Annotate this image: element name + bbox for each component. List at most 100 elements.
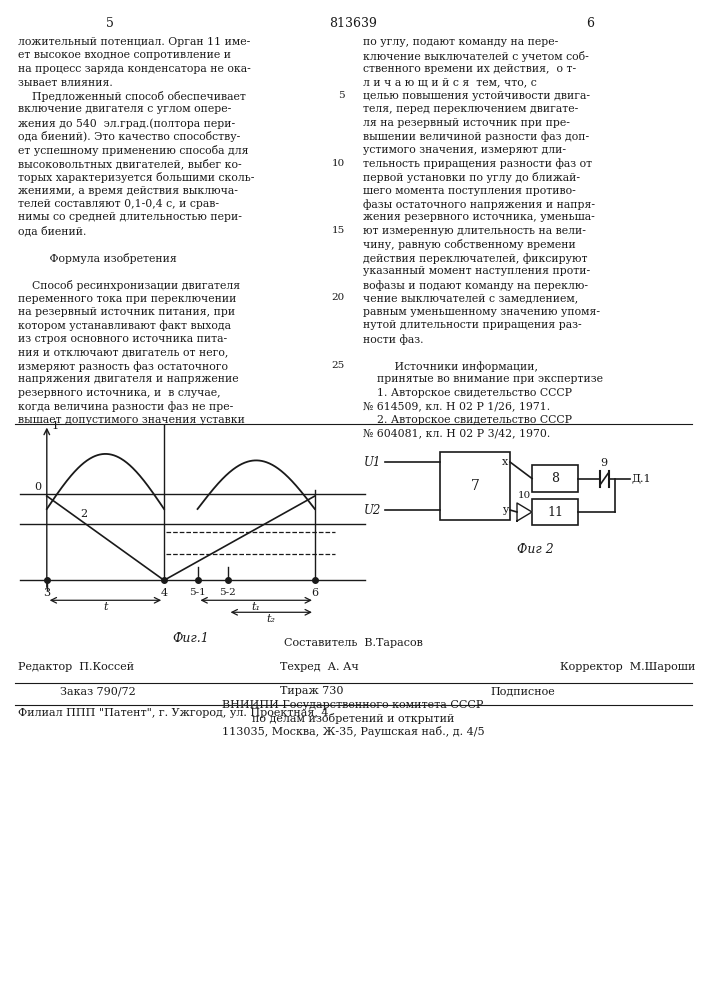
Text: торых характеризуется большими сколь-: торых характеризуется большими сколь-: [18, 172, 255, 183]
Text: 4: 4: [160, 588, 168, 598]
Text: шего момента поступления противо-: шего момента поступления противо-: [363, 186, 575, 196]
Text: вышении величиной разности фаз доп-: вышении величиной разности фаз доп-: [363, 131, 589, 142]
Text: Филиал ППП "Патент", г. Ужгород, ул. Проектная, 4: Филиал ППП "Патент", г. Ужгород, ул. Про…: [18, 708, 329, 718]
Text: 10: 10: [332, 158, 345, 167]
Text: 6: 6: [586, 17, 594, 30]
Text: 11: 11: [547, 506, 563, 518]
Text: t₁: t₁: [252, 602, 261, 612]
Text: вофазы и подают команду на переклю-: вофазы и подают команду на переклю-: [363, 280, 588, 291]
Text: 7: 7: [471, 479, 479, 493]
Text: по углу, подают команду на пере-: по углу, подают команду на пере-: [363, 37, 559, 47]
Text: ет высокое входное сопротивление и: ет высокое входное сопротивление и: [18, 50, 231, 60]
Text: когда величина разности фаз не пре-: когда величина разности фаз не пре-: [18, 401, 233, 412]
Text: Формула изобретения: Формула изобретения: [18, 253, 177, 264]
Text: переменного тока при переключении: переменного тока при переключении: [18, 294, 236, 304]
Text: действия переключателей, фиксируют: действия переключателей, фиксируют: [363, 253, 588, 264]
Text: 5-2: 5-2: [219, 588, 236, 597]
Text: резервного источника, и  в случае,: резервного источника, и в случае,: [18, 388, 221, 398]
Text: 0: 0: [35, 482, 42, 492]
Text: Редактор  П.Коссей: Редактор П.Коссей: [18, 662, 134, 672]
Text: t: t: [103, 602, 107, 612]
Text: нутой длительности приращения раз-: нутой длительности приращения раз-: [363, 320, 582, 330]
Text: 6: 6: [311, 588, 318, 598]
Text: указанный момент наступления проти-: указанный момент наступления проти-: [363, 266, 590, 276]
Text: нимы со средней длительностью пери-: нимы со средней длительностью пери-: [18, 213, 242, 223]
Polygon shape: [517, 503, 532, 521]
Text: чину, равную собственному времени: чину, равную собственному времени: [363, 239, 575, 250]
Text: равным уменьшенному значению упомя-: равным уменьшенному значению упомя-: [363, 307, 600, 317]
Text: 1. Авторское свидетельство СССР: 1. Авторское свидетельство СССР: [363, 388, 572, 398]
Text: Заказ 790/72: Заказ 790/72: [60, 686, 136, 696]
Text: Предложенный способ обеспечивает: Предложенный способ обеспечивает: [18, 91, 246, 102]
Text: y: y: [502, 505, 508, 515]
Bar: [532, 499, 578, 525]
Text: ода биений). Это качество способству-: ода биений). Это качество способству-: [18, 131, 240, 142]
Text: измеряют разность фаз остаточного: измеряют разность фаз остаточного: [18, 361, 228, 372]
Text: 8: 8: [551, 472, 559, 485]
Text: 5-1: 5-1: [189, 588, 206, 597]
Text: Корректор  М.Шароши: Корректор М.Шароши: [560, 662, 696, 672]
Text: ет успешному применению способа для: ет успешному применению способа для: [18, 145, 248, 156]
Text: 813639: 813639: [329, 17, 377, 30]
Text: высоковольтных двигателей, выбег ко-: высоковольтных двигателей, выбег ко-: [18, 158, 242, 169]
Text: U1: U1: [363, 456, 381, 468]
Text: № 604081, кл. Н 02 Р 3/42, 1970.: № 604081, кл. Н 02 Р 3/42, 1970.: [363, 428, 550, 438]
Text: теля, перед переключением двигате-: теля, перед переключением двигате-: [363, 104, 578, 114]
Text: 2. Авторское свидетельство СССР: 2. Авторское свидетельство СССР: [363, 415, 572, 425]
Text: 5: 5: [339, 91, 345, 100]
Text: Способ ресинхронизации двигателя: Способ ресинхронизации двигателя: [18, 280, 240, 291]
Bar: [532, 465, 578, 492]
Text: ния и отключают двигатель от него,: ния и отключают двигатель от него,: [18, 348, 228, 358]
Text: жения резервного источника, уменьша-: жения резервного источника, уменьша-: [363, 213, 595, 223]
Text: ода биений.: ода биений.: [18, 226, 86, 237]
Text: 113035, Москва, Ж-35, Раушская наб., д. 4/5: 113035, Москва, Ж-35, Раушская наб., д. …: [222, 726, 484, 737]
Text: л и ч а ю щ и й с я  тем, что, с: л и ч а ю щ и й с я тем, что, с: [363, 78, 537, 88]
Text: принятые во внимание при экспертизе: принятые во внимание при экспертизе: [363, 374, 603, 384]
Text: Подписное: Подписное: [490, 686, 555, 696]
Text: вышает допустимого значения уставки: вышает допустимого значения уставки: [18, 415, 245, 425]
Text: Техред  А. Ач: Техред А. Ач: [280, 662, 358, 672]
Text: жениями, а время действия выключа-: жениями, а время действия выключа-: [18, 186, 238, 196]
Text: Составитель  В.Тарасов: Составитель В.Тарасов: [284, 638, 423, 648]
Text: целью повышения устойчивости двига-: целью повышения устойчивости двига-: [363, 91, 590, 101]
Text: ля на резервный источник при пре-: ля на резервный источник при пре-: [363, 118, 570, 128]
Text: ложительный потенциал. Орган 11 име-: ложительный потенциал. Орган 11 име-: [18, 37, 250, 47]
Text: ют измеренную длительность на вели-: ют измеренную длительность на вели-: [363, 226, 586, 236]
Bar: [440, 452, 510, 520]
Text: Д.1: Д.1: [632, 474, 652, 484]
Text: U2: U2: [363, 504, 381, 516]
Text: 10: 10: [518, 491, 531, 500]
Text: 20: 20: [332, 294, 345, 302]
Text: ственного времени их действия,  о т-: ственного времени их действия, о т-: [363, 64, 576, 74]
Text: первой установки по углу до ближай-: первой установки по углу до ближай-: [363, 172, 580, 183]
Text: жения до 540  эл.град.(полтора пери-: жения до 540 эл.град.(полтора пери-: [18, 118, 235, 129]
Text: t₂: t₂: [267, 614, 276, 624]
Text: на резервный источник питания, при: на резервный источник питания, при: [18, 307, 235, 317]
Text: тельность приращения разности фаз от: тельность приращения разности фаз от: [363, 158, 592, 169]
Text: на процесс заряда конденсатора не ока-: на процесс заряда конденсатора не ока-: [18, 64, 251, 74]
Text: по делам изобретений и открытий: по делам изобретений и открытий: [252, 713, 454, 724]
Text: 9: 9: [600, 458, 607, 468]
Text: чение выключателей с замедлением,: чение выключателей с замедлением,: [363, 294, 578, 304]
Text: № 614509, кл. Н 02 Р 1/26, 1971.: № 614509, кл. Н 02 Р 1/26, 1971.: [363, 401, 550, 412]
Text: котором устанавливают факт выхода: котором устанавливают факт выхода: [18, 320, 231, 331]
Text: телей составляют 0,1-0,4 с, и срав-: телей составляют 0,1-0,4 с, и срав-: [18, 199, 219, 209]
Text: 2: 2: [81, 509, 88, 519]
Text: Фиг 2: Фиг 2: [517, 543, 554, 556]
Text: 5: 5: [106, 17, 114, 30]
Text: устимого значения, измеряют дли-: устимого значения, измеряют дли-: [363, 145, 566, 155]
Text: Фиг.1: Фиг.1: [173, 632, 209, 645]
Text: ВНИИПИ Государственного комитета СССР: ВНИИПИ Государственного комитета СССР: [222, 700, 484, 710]
Text: напряжения двигателя и напряжение: напряжения двигателя и напряжение: [18, 374, 239, 384]
Text: ности фаз.: ности фаз.: [363, 334, 423, 345]
Text: ключение выключателей с учетом соб-: ключение выключателей с учетом соб-: [363, 50, 589, 62]
Text: зывает влияния.: зывает влияния.: [18, 78, 112, 88]
Text: Тираж 730: Тираж 730: [280, 686, 344, 696]
Text: Источники информации,: Источники информации,: [363, 361, 538, 372]
Text: 15: 15: [332, 226, 345, 235]
Text: из строя основного источника пита-: из строя основного источника пита-: [18, 334, 227, 344]
Text: x: x: [502, 457, 508, 467]
Text: 1: 1: [52, 421, 59, 431]
Text: фазы остаточного напряжения и напря-: фазы остаточного напряжения и напря-: [363, 199, 595, 210]
Text: 3: 3: [43, 588, 50, 598]
